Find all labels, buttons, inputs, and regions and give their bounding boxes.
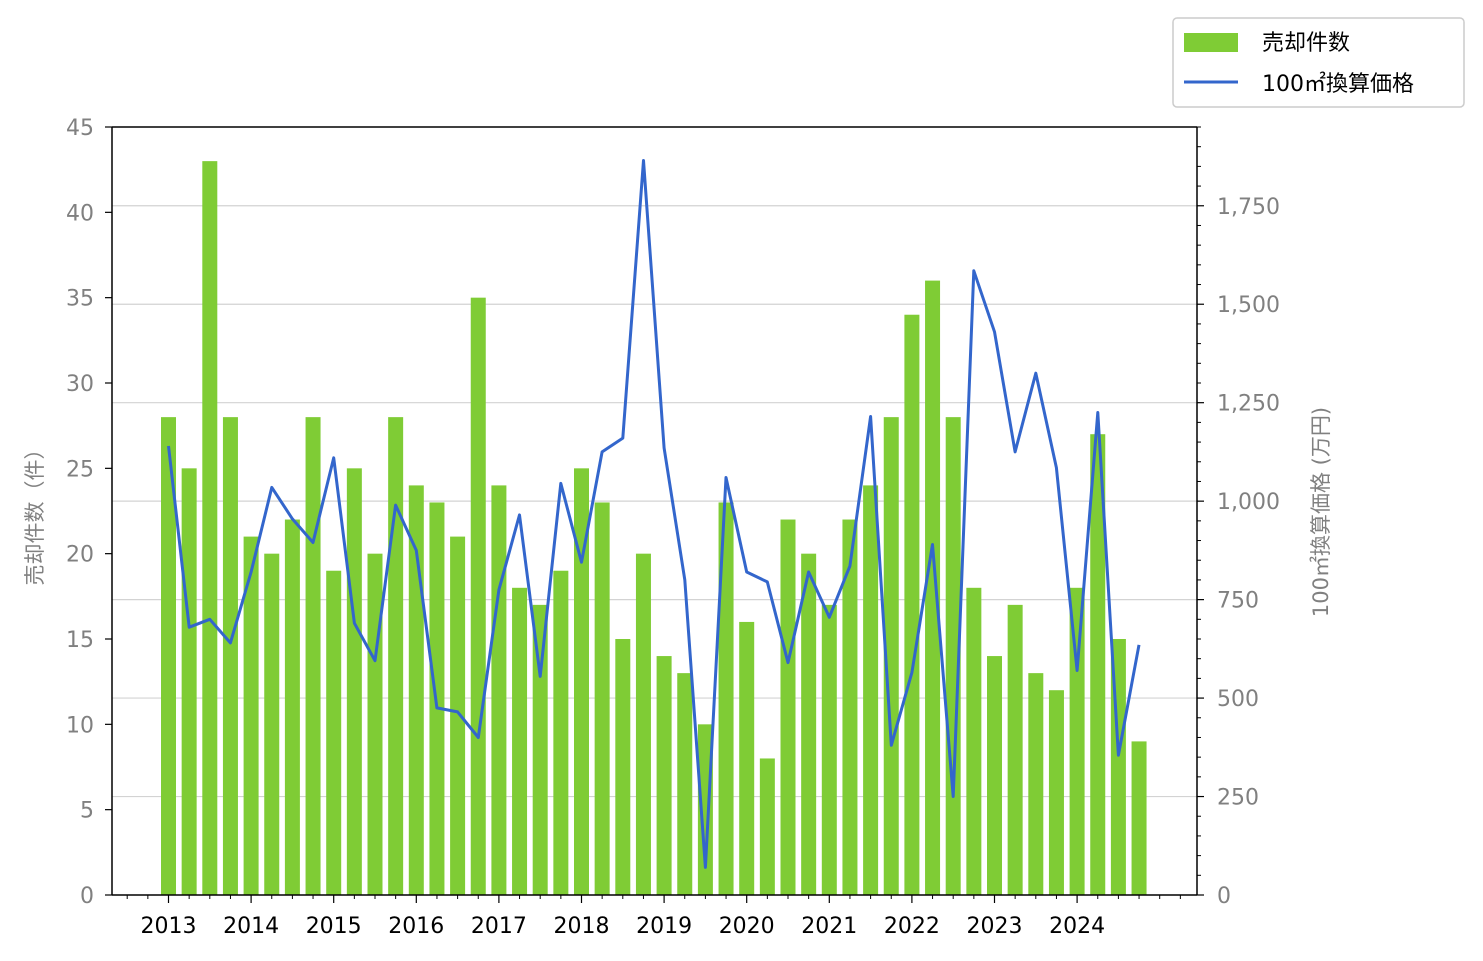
- bar: [780, 519, 796, 895]
- bar: [491, 485, 507, 895]
- bar: [883, 417, 899, 895]
- bar: [305, 417, 321, 895]
- bar: [718, 502, 734, 895]
- bar: [635, 553, 651, 895]
- left-tick-label: 30: [66, 372, 94, 397]
- legend-line-label: 100㎡換算価格: [1262, 71, 1414, 97]
- bar: [181, 468, 197, 895]
- bar: [326, 570, 342, 895]
- left-axis-title: 売却件数（件）: [23, 439, 47, 586]
- bar: [863, 485, 879, 895]
- bar: [656, 656, 672, 895]
- bar: [1090, 434, 1106, 895]
- bar: [284, 519, 300, 895]
- left-tick-label: 0: [80, 884, 94, 909]
- bar: [1028, 673, 1044, 895]
- bar: [615, 639, 631, 895]
- left-tick-label: 20: [66, 543, 94, 568]
- bar: [759, 758, 775, 895]
- bar: [945, 417, 961, 895]
- bar: [243, 536, 259, 895]
- legend: 売却件数 100㎡換算価格: [1172, 17, 1465, 108]
- bar: [553, 570, 569, 895]
- left-tick-label: 45: [66, 116, 94, 141]
- x-tick-label: 2015: [306, 914, 362, 939]
- bar: [987, 656, 1002, 895]
- bar: [966, 587, 982, 895]
- bar: [1069, 587, 1085, 895]
- x-tick-label: 2021: [801, 914, 857, 939]
- x-tick-label: 2022: [884, 914, 940, 939]
- x-tick-label: 2018: [554, 914, 610, 939]
- x-tick-label: 2024: [1049, 914, 1105, 939]
- right-tick-label: 1,250: [1217, 392, 1280, 417]
- bar: [470, 297, 486, 896]
- legend-bar-label: 売却件数: [1262, 31, 1350, 56]
- legend-frame: [1172, 17, 1465, 108]
- right-tick-label: 1,500: [1217, 293, 1280, 318]
- left-tick-label: 5: [80, 799, 94, 824]
- x-tick-label: 2016: [388, 914, 444, 939]
- bar: [512, 587, 528, 895]
- bar-series: [161, 161, 1147, 896]
- right-tick-label: 1,750: [1217, 195, 1280, 220]
- x-tick-label: 2014: [223, 914, 279, 939]
- bar: [677, 673, 693, 895]
- x-tick-label: 2020: [719, 914, 775, 939]
- bar: [904, 314, 920, 895]
- bar: [925, 280, 941, 896]
- x-tick-label: 2017: [471, 914, 527, 939]
- bar: [1131, 741, 1147, 895]
- bar: [161, 417, 176, 895]
- bar: [388, 417, 404, 895]
- bar: [574, 468, 589, 895]
- left-tick-label: 25: [66, 457, 94, 482]
- bar: [801, 553, 817, 895]
- right-axis-title: 100㎡換算価格 (万円): [1309, 407, 1333, 617]
- bar: [202, 161, 218, 896]
- right-tick-label: 500: [1217, 687, 1259, 712]
- bar: [594, 502, 610, 895]
- right-tick-label: 1,000: [1217, 490, 1280, 515]
- x-tick-label: 2013: [141, 914, 197, 939]
- x-axis-ticks: 2013 2014 2015 2016 2017 2018 2019 2020 2021 2022…: [126, 895, 1181, 939]
- x-tick-label: 2023: [967, 914, 1023, 939]
- bar: [1048, 690, 1064, 895]
- bar: [1007, 604, 1023, 895]
- legend-bar-swatch: [1184, 33, 1238, 52]
- x-tick-label: 2019: [636, 914, 692, 939]
- bar: [222, 417, 238, 895]
- bar: [739, 621, 755, 895]
- bar: [346, 468, 362, 895]
- left-axis-ticks: 0 5 10 15 20 25 30 35 40 45: [66, 116, 112, 909]
- bar: [264, 553, 280, 895]
- left-tick-label: 15: [66, 628, 94, 653]
- bar: [450, 536, 466, 895]
- left-tick-label: 10: [66, 713, 94, 738]
- price-line: [167, 159, 1141, 869]
- line-series: [167, 159, 1141, 869]
- bar: [842, 519, 858, 895]
- right-axis-ticks: 0 250 500 750 1,000 1,250 1,500 1,750: [1197, 126, 1280, 909]
- left-tick-label: 40: [66, 201, 94, 226]
- bar: [821, 604, 837, 895]
- right-tick-label: 0: [1217, 884, 1231, 909]
- right-tick-label: 250: [1217, 786, 1259, 811]
- right-tick-label: 750: [1217, 589, 1259, 614]
- bar: [367, 553, 383, 895]
- bar: [532, 604, 548, 895]
- left-tick-label: 35: [66, 287, 94, 312]
- bar: [697, 724, 713, 895]
